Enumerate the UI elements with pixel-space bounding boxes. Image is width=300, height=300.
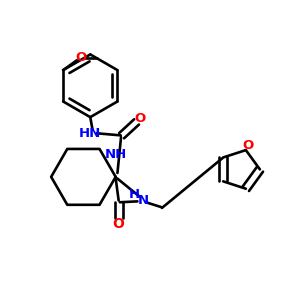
Text: NH: NH [104, 148, 127, 161]
Text: HN: HN [78, 127, 100, 140]
Text: O: O [243, 139, 254, 152]
Text: O: O [113, 218, 124, 231]
Text: H: H [129, 188, 140, 201]
Text: O: O [75, 51, 87, 64]
Text: O: O [134, 112, 146, 125]
Text: N: N [137, 194, 148, 207]
